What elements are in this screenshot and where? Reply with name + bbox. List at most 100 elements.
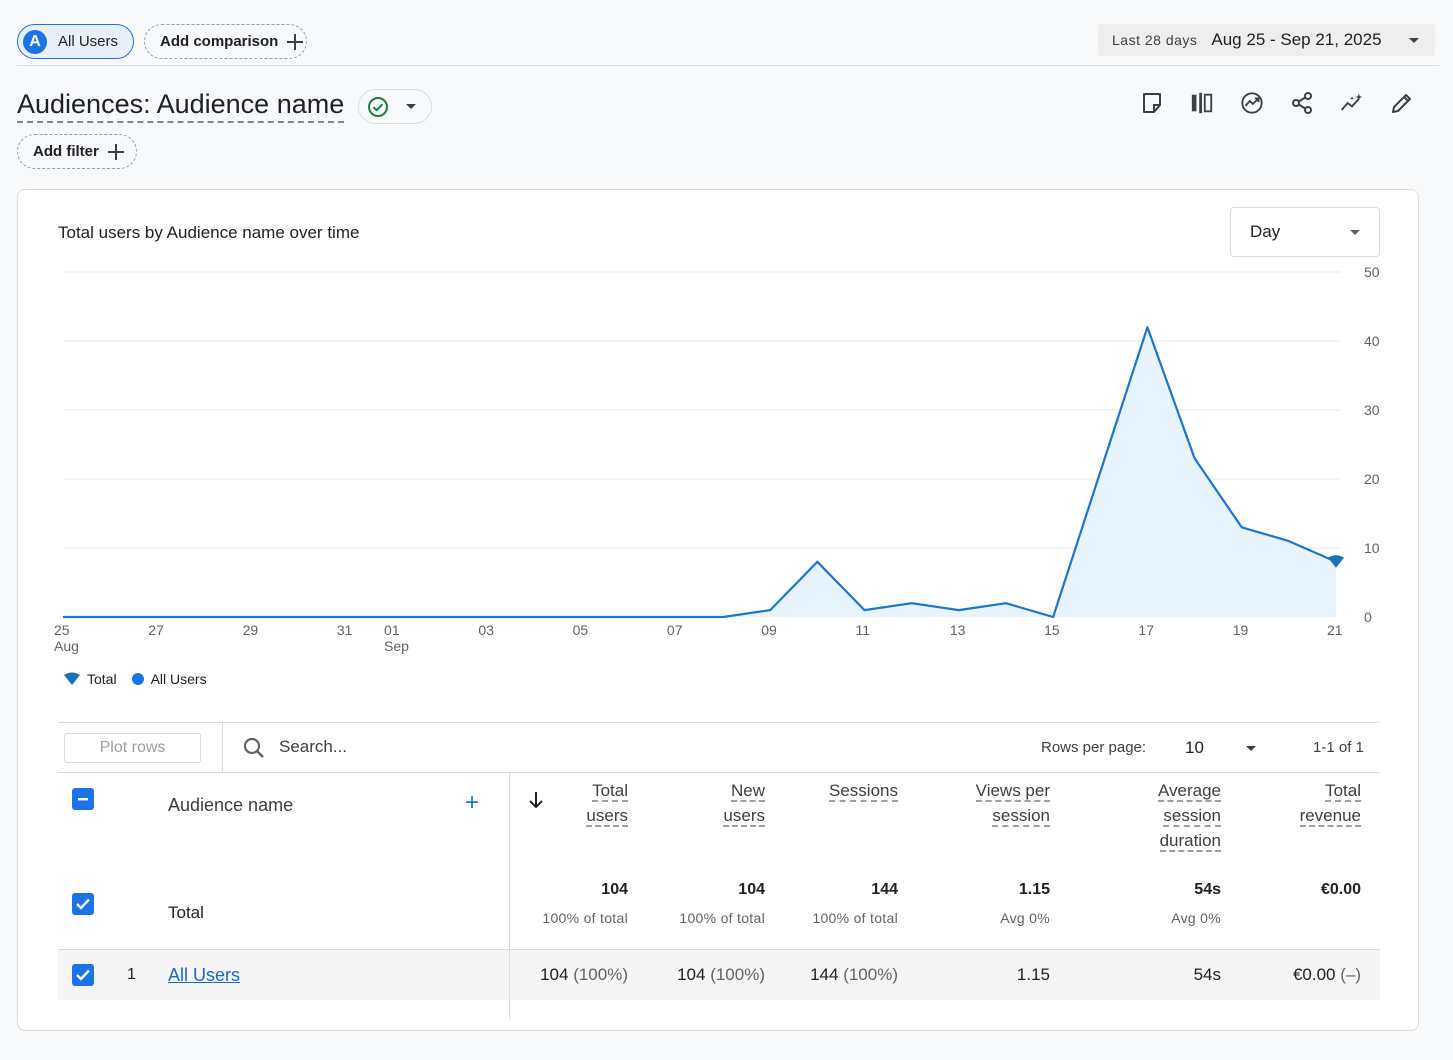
header-views-per-session[interactable]: Views per session — [975, 778, 1050, 828]
row-cell: 1.15 — [1017, 965, 1050, 985]
share-icon[interactable] — [1290, 89, 1314, 117]
total-subtext: 100% of total — [679, 910, 765, 926]
add-filter-button[interactable]: Add filter — [17, 134, 137, 169]
total-row-checkbox[interactable] — [72, 893, 94, 915]
plot-rows-button[interactable]: Plot rows — [64, 733, 201, 763]
total-value: 1.15 — [1018, 881, 1050, 898]
column-divider — [509, 773, 510, 1019]
header-total-users[interactable]: Total users — [586, 778, 628, 828]
total-marker — [1328, 555, 1344, 568]
report-status-chip[interactable] — [358, 89, 432, 124]
header-average-session-duration[interactable]: Average session duration — [1157, 778, 1221, 853]
total-subtext: Avg 0% — [1000, 910, 1050, 926]
plus-icon — [107, 143, 124, 160]
header-line: users — [586, 806, 628, 827]
add-comparison-label: Add comparison — [160, 33, 279, 50]
report-toolbar — [1140, 89, 1414, 117]
x-tick-label: 03 — [478, 622, 494, 638]
x-tick-month-label: Aug — [54, 638, 79, 654]
search-input[interactable]: Search... — [279, 737, 348, 756]
add-filter-label: Add filter — [33, 143, 99, 160]
segment-chip-all-users[interactable]: A All Users — [17, 24, 134, 59]
x-tick-label: 01 — [384, 622, 400, 638]
dimension-header[interactable]: Audience name — [168, 795, 294, 815]
total-value: €0.00 — [1320, 881, 1361, 898]
plus-icon — [287, 33, 304, 50]
header-line: session — [992, 806, 1050, 827]
date-range-picker[interactable]: Last 28 days Aug 25 - Sep 21, 2025 — [1098, 24, 1435, 56]
legend-label: All Users — [150, 671, 207, 687]
legend-item-all-users[interactable]: All Users — [131, 671, 207, 687]
granularity-value: Day — [1250, 222, 1281, 241]
x-tick-label: 09 — [761, 622, 777, 638]
total-subtext: 100% of total — [812, 910, 898, 926]
arrow-down-icon[interactable] — [528, 791, 544, 809]
y-tick-label: 40 — [1364, 333, 1380, 349]
granularity-select[interactable]: Day — [1230, 207, 1380, 257]
divider — [222, 723, 223, 773]
x-tick-label: 07 — [667, 622, 683, 638]
header-sessions[interactable]: Sessions — [829, 778, 898, 803]
page-title[interactable]: Audiences: Audience name — [17, 88, 345, 123]
legend-dot-icon — [131, 673, 144, 685]
x-tick-label: 25 — [54, 622, 70, 638]
x-tick-label: 21 — [1327, 622, 1343, 638]
header-line: Average — [1157, 781, 1221, 802]
header-line: session — [1163, 806, 1221, 827]
cell-percent: (100%) — [843, 965, 898, 984]
cell-value: 144 — [810, 965, 839, 984]
compare-icon[interactable] — [1190, 89, 1214, 117]
row-cell: 104 (100%) — [677, 965, 765, 985]
cell-percent: (100%) — [710, 965, 765, 984]
y-tick-label: 0 — [1364, 609, 1372, 625]
row-checkbox[interactable] — [72, 964, 94, 986]
chevron-down-icon[interactable] — [1246, 746, 1256, 751]
column-divider — [509, 950, 510, 1000]
x-tick-label: 13 — [950, 622, 966, 638]
date-range-value: Aug 25 - Sep 21, 2025 — [1211, 30, 1382, 49]
legend-item-total[interactable]: Total — [63, 671, 117, 687]
cell-value: €0.00 — [1292, 965, 1336, 984]
row-cell: 144 (100%) — [810, 965, 898, 985]
insights-note-icon[interactable] — [1140, 89, 1164, 117]
date-range-preset: Last 28 days — [1112, 32, 1198, 48]
add-comparison-button[interactable]: Add comparison — [144, 24, 307, 59]
total-value: 104 — [601, 881, 628, 898]
top-bar: A All Users Add comparison Last 28 days … — [0, 0, 1453, 66]
series-line-all-users — [63, 326, 1337, 619]
cell-value: 104 — [677, 965, 706, 984]
cell-percent: (–) — [1340, 965, 1361, 984]
trend-icon[interactable] — [1240, 89, 1264, 117]
search-icon — [243, 737, 264, 758]
row-dimension-link[interactable]: All Users — [168, 965, 241, 985]
x-tick-label: 27 — [148, 622, 164, 638]
rows-per-page-select[interactable]: 10 — [1185, 738, 1204, 757]
pagination-status: 1-1 of 1 — [1313, 739, 1364, 756]
total-value: 104 — [738, 881, 765, 898]
row-index: 1 — [127, 966, 136, 983]
x-tick-label: 29 — [243, 622, 259, 638]
cell-value: 1.15 — [1016, 965, 1050, 984]
total-row-label: Total — [168, 903, 204, 922]
series-area — [63, 327, 1336, 617]
select-all-checkbox[interactable] — [72, 788, 94, 810]
divider — [17, 65, 1439, 66]
cell-value: 54s — [1193, 965, 1221, 984]
header-line: users — [723, 806, 765, 827]
header-line: Views per — [975, 781, 1050, 802]
header-line: Sessions — [829, 781, 898, 802]
x-tick-label: 05 — [573, 622, 589, 638]
total-subtext: 100% of total — [542, 910, 628, 926]
report-card: Total users by Audience name over time D… — [17, 189, 1419, 1031]
chevron-down-icon — [406, 104, 416, 109]
edit-icon[interactable] — [1390, 89, 1414, 117]
x-tick-label: 15 — [1044, 622, 1060, 638]
anomaly-icon[interactable] — [1340, 89, 1364, 117]
total-value: 54s — [1194, 881, 1221, 898]
header-total-revenue[interactable]: Total revenue — [1299, 778, 1361, 828]
rows-per-page-label: Rows per page: — [1041, 739, 1147, 756]
header-new-users[interactable]: New users — [723, 778, 765, 828]
cell-value: 104 — [540, 965, 569, 984]
add-dimension-button[interactable]: + — [465, 789, 480, 816]
total-subtext: Avg 0% — [1171, 910, 1221, 926]
